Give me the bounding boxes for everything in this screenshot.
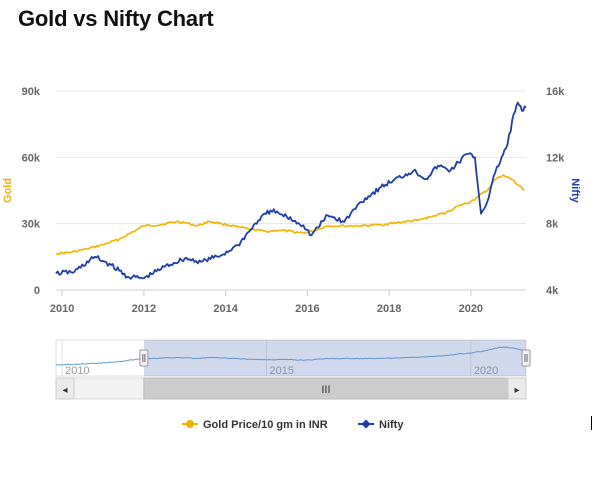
x-tick-label: 2012: [132, 303, 156, 315]
page-title: Gold vs Nifty Chart: [18, 6, 214, 31]
navigator-selection[interactable]: [143, 340, 526, 376]
left-tick-label: 60k: [22, 152, 41, 164]
x-tick-label: 2014: [213, 303, 238, 315]
navigator[interactable]: 2010 2015 2020 III ◂ ▸: [55, 339, 531, 400]
scrollbar-grip: III: [321, 384, 330, 396]
x-axis: 2010 2012 2014 2016 2018 2020: [50, 290, 483, 315]
series-line-nifty: [55, 101, 527, 280]
navigator-tick-label: 2020: [474, 365, 498, 377]
right-tick-label: 16k: [546, 86, 565, 98]
x-tick-label: 2016: [295, 303, 319, 315]
legend-marker: [186, 420, 194, 428]
navigator-handle-right[interactable]: [521, 349, 531, 367]
navigator-tick-label: 2015: [269, 365, 293, 377]
series-lines[interactable]: [55, 101, 527, 280]
legend-label: Gold Price/10 gm in INR: [203, 419, 328, 431]
x-tick-label: 2018: [377, 303, 401, 315]
right-axis-title: Nifty: [569, 178, 581, 203]
right-tick-label: 4k: [546, 285, 559, 297]
scrollbar-left-button[interactable]: [55, 377, 75, 400]
grid-lines: [56, 90, 526, 291]
chevron-right-icon: ▸: [514, 385, 519, 396]
legend-item-gold[interactable]: Gold Price/10 gm in INR: [182, 419, 328, 431]
legend-marker: [361, 419, 371, 429]
legend-item-nifty[interactable]: Nifty: [358, 419, 404, 431]
x-tick-label: 2020: [459, 303, 483, 315]
legend[interactable]: Gold Price/10 gm in INR Nifty: [182, 419, 404, 431]
legend-label: Nifty: [379, 419, 404, 431]
x-tick-label: 2010: [50, 303, 74, 315]
navigator-handle-left[interactable]: [139, 349, 149, 367]
left-axis-title: Gold: [2, 178, 14, 203]
right-tick-label: 8k: [546, 219, 559, 231]
text-cursor: [591, 416, 592, 430]
left-axis: 0 30k 60k 90k Gold: [2, 86, 41, 297]
series-line-gold: [55, 174, 525, 255]
navigator-series-line: [55, 346, 525, 366]
scrollbar-right-button[interactable]: [507, 377, 527, 400]
left-tick-label: 90k: [22, 86, 41, 98]
chevron-left-icon: ◂: [62, 385, 67, 396]
right-tick-label: 12k: [546, 152, 565, 164]
right-axis: 4k 8k 12k 16k Nifty: [546, 86, 581, 297]
left-tick-label: 0: [34, 285, 40, 297]
navigator-frame: [55, 339, 527, 377]
navigator-tick-label: 2010: [65, 365, 89, 377]
left-tick-label: 30k: [22, 219, 41, 231]
